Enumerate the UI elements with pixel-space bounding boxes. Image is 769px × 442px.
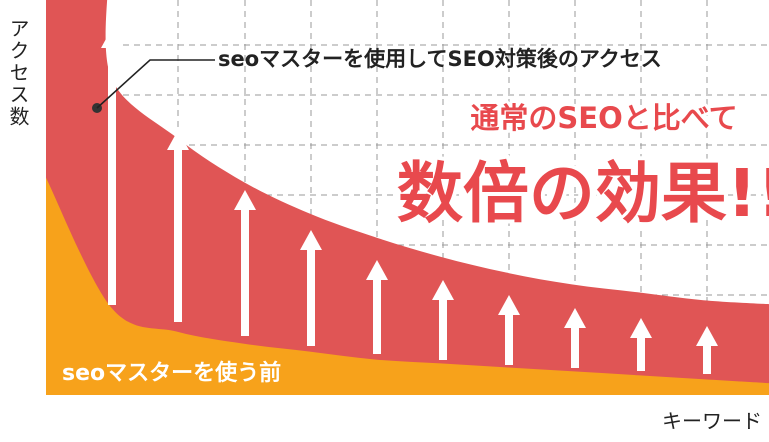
arrow-shaft xyxy=(241,206,249,336)
increase-arrow-9 xyxy=(630,318,652,371)
arrow-shaft xyxy=(439,296,447,360)
arrow-head xyxy=(234,190,256,210)
callout-line xyxy=(96,59,215,109)
x-axis-label: キーワード xyxy=(662,409,762,433)
increase-arrow-6 xyxy=(432,280,454,360)
increase-arrow-7 xyxy=(498,295,520,365)
arrow-head xyxy=(101,28,123,48)
arrow-head xyxy=(366,260,388,280)
arrow-head xyxy=(564,308,586,328)
arrow-shaft xyxy=(571,324,579,368)
headline-large: 数倍の効果!! xyxy=(397,155,769,232)
increase-arrow-5 xyxy=(366,260,388,354)
arrow-shaft xyxy=(505,311,513,365)
arrow-shaft xyxy=(703,342,711,374)
arrow-shaft xyxy=(108,44,116,305)
area-before-seo xyxy=(46,177,769,395)
arrow-shaft xyxy=(373,276,381,354)
arrow-head xyxy=(167,130,189,150)
headline-small: 通常のSEOと比べて xyxy=(470,101,737,135)
increase-arrow-8 xyxy=(564,308,586,368)
area-after-seo xyxy=(46,0,769,395)
arrow-head xyxy=(300,230,322,250)
arrow-head xyxy=(498,295,520,315)
arrow-shaft xyxy=(174,146,182,322)
increase-arrow-2 xyxy=(167,130,189,322)
increase-arrow-10 xyxy=(696,326,718,374)
arrow-head xyxy=(432,280,454,300)
increase-arrow-1 xyxy=(101,28,123,305)
arrow-head xyxy=(630,318,652,338)
y-axis-label: アクセス数 xyxy=(6,18,30,128)
before-series-label: seoマスターを使う前 xyxy=(62,360,281,386)
arrow-layer xyxy=(101,28,718,374)
increase-arrow-3 xyxy=(234,190,256,336)
after-series-label: seoマスターを使用してSEO対策後のアクセス xyxy=(218,47,662,71)
increase-arrow-4 xyxy=(300,230,322,346)
arrow-shaft xyxy=(307,246,315,346)
arrow-shaft xyxy=(637,334,645,371)
arrow-head xyxy=(696,326,718,346)
